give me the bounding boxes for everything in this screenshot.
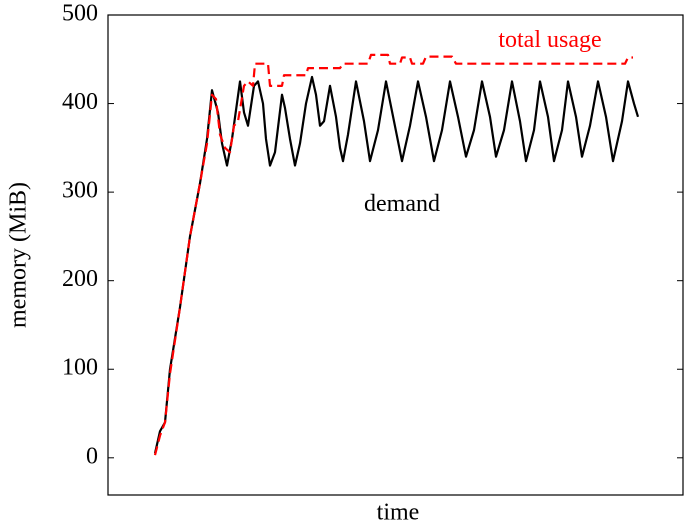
- y-tick-label: 500: [62, 1, 98, 27]
- y-tick-label: 300: [62, 178, 98, 204]
- y-tick-label: 400: [62, 89, 98, 115]
- series-line: [153, 75, 640, 454]
- y-axis-label: memory (MiB): [6, 182, 32, 328]
- series-line: [153, 53, 633, 456]
- annotation: demand: [364, 191, 440, 217]
- y-tick-label: 100: [62, 355, 98, 381]
- annotation: total usage: [498, 27, 601, 53]
- y-tick-label: 0: [86, 443, 98, 469]
- plot-frame: [107, 14, 684, 496]
- x-axis-label: time: [377, 500, 420, 526]
- y-tick-label: 200: [62, 266, 98, 292]
